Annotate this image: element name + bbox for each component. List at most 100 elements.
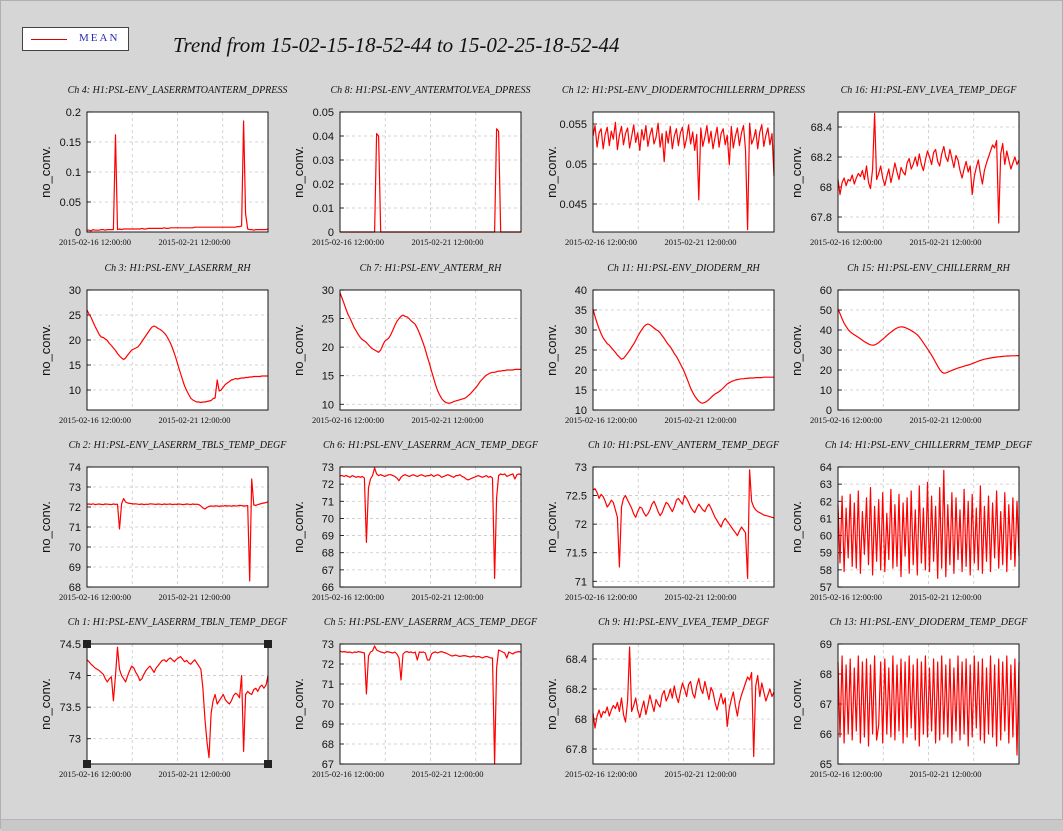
legend: MEAN bbox=[22, 27, 129, 51]
y-tick-label: 68.2 bbox=[811, 152, 832, 164]
chart-panel: Ch 3: H1:PSL-ENV_LASERRM_RH 10 15 20 25 30 201… bbox=[38, 263, 269, 425]
y-tick-label: 69 bbox=[69, 562, 81, 574]
chart-panel: Ch 4: H1:PSL-ENV_LASERRMTOANTERM_DPRESS 0… bbox=[38, 85, 287, 247]
y-tick-label: 71 bbox=[322, 496, 334, 508]
bottom-scroll-bar[interactable] bbox=[1, 819, 1063, 831]
y-axis-label: no_conv. bbox=[291, 678, 306, 730]
series-line bbox=[87, 120, 269, 232]
y-tick-label: 0 bbox=[328, 227, 334, 239]
x-tick-label: 2015-02-21 12:00:00 bbox=[910, 769, 982, 779]
y-axis-label: no_conv. bbox=[291, 501, 306, 553]
series-line bbox=[837, 655, 1020, 756]
y-tick-label: 0.045 bbox=[559, 199, 587, 211]
chart-panel: Ch 16: H1:PSL-ENV_LVEA_TEMP_DEGF 67.8 68 68… bbox=[789, 85, 1020, 247]
y-tick-label: 69 bbox=[322, 531, 334, 543]
y-tick-label: 62 bbox=[820, 496, 832, 508]
y-tick-label: 72 bbox=[575, 519, 587, 531]
series-line bbox=[339, 292, 521, 404]
y-axis-label: no_conv. bbox=[789, 324, 804, 376]
y-tick-label: 0.05 bbox=[60, 197, 81, 209]
chart-title: Ch 5: H1:PSL-ENV_LASERRM_ACS_TEMP_DEGF bbox=[324, 617, 538, 628]
y-tick-label: 40 bbox=[820, 325, 832, 337]
plot-frame bbox=[86, 643, 269, 765]
series-line bbox=[339, 645, 522, 765]
chart-panel: Ch 15: H1:PSL-ENV_CHILLERRM_RH 0 10 20 30 40 5… bbox=[789, 263, 1020, 425]
plot-frame bbox=[837, 111, 1020, 233]
y-tick-label: 69 bbox=[322, 719, 334, 731]
y-tick-label: 67.8 bbox=[566, 744, 587, 756]
y-tick-label: 72 bbox=[69, 502, 81, 514]
y-axis-label: no_conv. bbox=[789, 501, 804, 553]
y-tick-label: 70 bbox=[322, 699, 334, 711]
y-tick-label: 20 bbox=[322, 342, 334, 354]
x-tick-label: 2015-02-16 12:00:00 bbox=[565, 769, 637, 779]
y-tick-label: 57 bbox=[820, 582, 832, 594]
y-tick-label: 0.01 bbox=[313, 203, 334, 215]
x-tick-label: 2015-02-16 12:00:00 bbox=[312, 237, 384, 247]
x-tick-label: 2015-02-21 12:00:00 bbox=[412, 769, 484, 779]
y-tick-label: 40 bbox=[575, 285, 587, 297]
chart-title: Ch 4: H1:PSL-ENV_LASERRMTOANTERM_DPRESS bbox=[68, 85, 288, 96]
y-tick-label: 68 bbox=[575, 714, 587, 726]
x-tick-label: 2015-02-21 12:00:00 bbox=[159, 415, 231, 425]
x-tick-label: 2015-02-16 12:00:00 bbox=[59, 237, 131, 247]
y-tick-label: 70 bbox=[322, 513, 334, 525]
y-tick-label: 10 bbox=[820, 385, 832, 397]
x-tick-label: 2015-02-21 12:00:00 bbox=[910, 415, 982, 425]
y-tick-label: 10 bbox=[575, 405, 587, 417]
y-tick-label: 0.03 bbox=[313, 155, 334, 167]
y-tick-label: 69 bbox=[820, 639, 832, 651]
y-tick-label: 61 bbox=[820, 513, 832, 525]
y-tick-label: 68.4 bbox=[566, 654, 587, 666]
plot-frame bbox=[86, 466, 269, 588]
series-line bbox=[86, 478, 269, 582]
page-title: Trend from 15-02-15-18-52-44 to 15-02-25… bbox=[173, 33, 620, 57]
series-line bbox=[837, 308, 1019, 374]
selection-handle bbox=[83, 640, 91, 648]
chart-title: Ch 15: H1:PSL-ENV_CHILLERRM_RH bbox=[847, 263, 1011, 274]
y-tick-label: 71 bbox=[322, 679, 334, 691]
y-tick-label: 0.15 bbox=[60, 137, 81, 149]
series-line bbox=[837, 469, 1020, 580]
x-tick-label: 2015-02-16 12:00:00 bbox=[810, 592, 882, 602]
chart-panel: Ch 6: H1:PSL-ENV_LASERRM_ACN_TEMP_DEGF 66… bbox=[291, 440, 539, 602]
x-tick-label: 2015-02-16 12:00:00 bbox=[59, 769, 131, 779]
y-axis-label: no_conv. bbox=[38, 146, 53, 198]
y-tick-label: 30 bbox=[820, 345, 832, 357]
y-tick-label: 15 bbox=[575, 385, 587, 397]
x-tick-label: 2015-02-16 12:00:00 bbox=[565, 415, 637, 425]
y-axis-label: no_conv. bbox=[789, 678, 804, 730]
y-axis-label: no_conv. bbox=[544, 324, 559, 376]
y-axis-label: no_conv. bbox=[789, 146, 804, 198]
y-tick-label: 73.5 bbox=[60, 702, 81, 714]
x-tick-label: 2015-02-21 12:00:00 bbox=[412, 415, 484, 425]
y-tick-label: 68 bbox=[322, 548, 334, 560]
y-tick-label: 74.5 bbox=[60, 639, 81, 651]
x-tick-label: 2015-02-21 12:00:00 bbox=[412, 592, 484, 602]
y-tick-label: 0.05 bbox=[313, 107, 334, 119]
chart-title: Ch 7: H1:PSL-ENV_ANTERM_RH bbox=[360, 263, 502, 274]
plot-frame bbox=[592, 643, 775, 765]
x-tick-label: 2015-02-16 12:00:00 bbox=[59, 415, 131, 425]
y-tick-label: 68 bbox=[69, 582, 81, 594]
y-tick-label: 63 bbox=[820, 479, 832, 491]
x-tick-label: 2015-02-21 12:00:00 bbox=[159, 592, 231, 602]
plot-frame bbox=[592, 466, 775, 588]
plot-frame bbox=[837, 289, 1020, 411]
chart-title: Ch 12: H1:PSL-ENV_DIODERMTOCHILLERRM_DPR… bbox=[562, 85, 805, 96]
chart-title: Ch 13: H1:PSL-ENV_DIODERM_TEMP_DEGF bbox=[830, 617, 1029, 628]
y-axis-label: no_conv. bbox=[544, 146, 559, 198]
y-tick-label: 25 bbox=[69, 310, 81, 322]
y-tick-label: 68 bbox=[820, 669, 832, 681]
y-tick-label: 59 bbox=[820, 548, 832, 560]
y-axis-label: no_conv. bbox=[544, 678, 559, 730]
y-axis-label: no_conv. bbox=[38, 678, 53, 730]
y-tick-label: 66 bbox=[322, 582, 334, 594]
chart-title: Ch 1: H1:PSL-ENV_LASERRM_TBLN_TEMP_DEGF bbox=[68, 617, 288, 628]
x-tick-label: 2015-02-21 12:00:00 bbox=[159, 237, 231, 247]
y-tick-label: 74 bbox=[69, 671, 81, 683]
x-tick-label: 2015-02-16 12:00:00 bbox=[312, 415, 384, 425]
chart-panel: Ch 11: H1:PSL-ENV_DIODERM_RH 10 15 20 25 30 35… bbox=[544, 263, 775, 425]
